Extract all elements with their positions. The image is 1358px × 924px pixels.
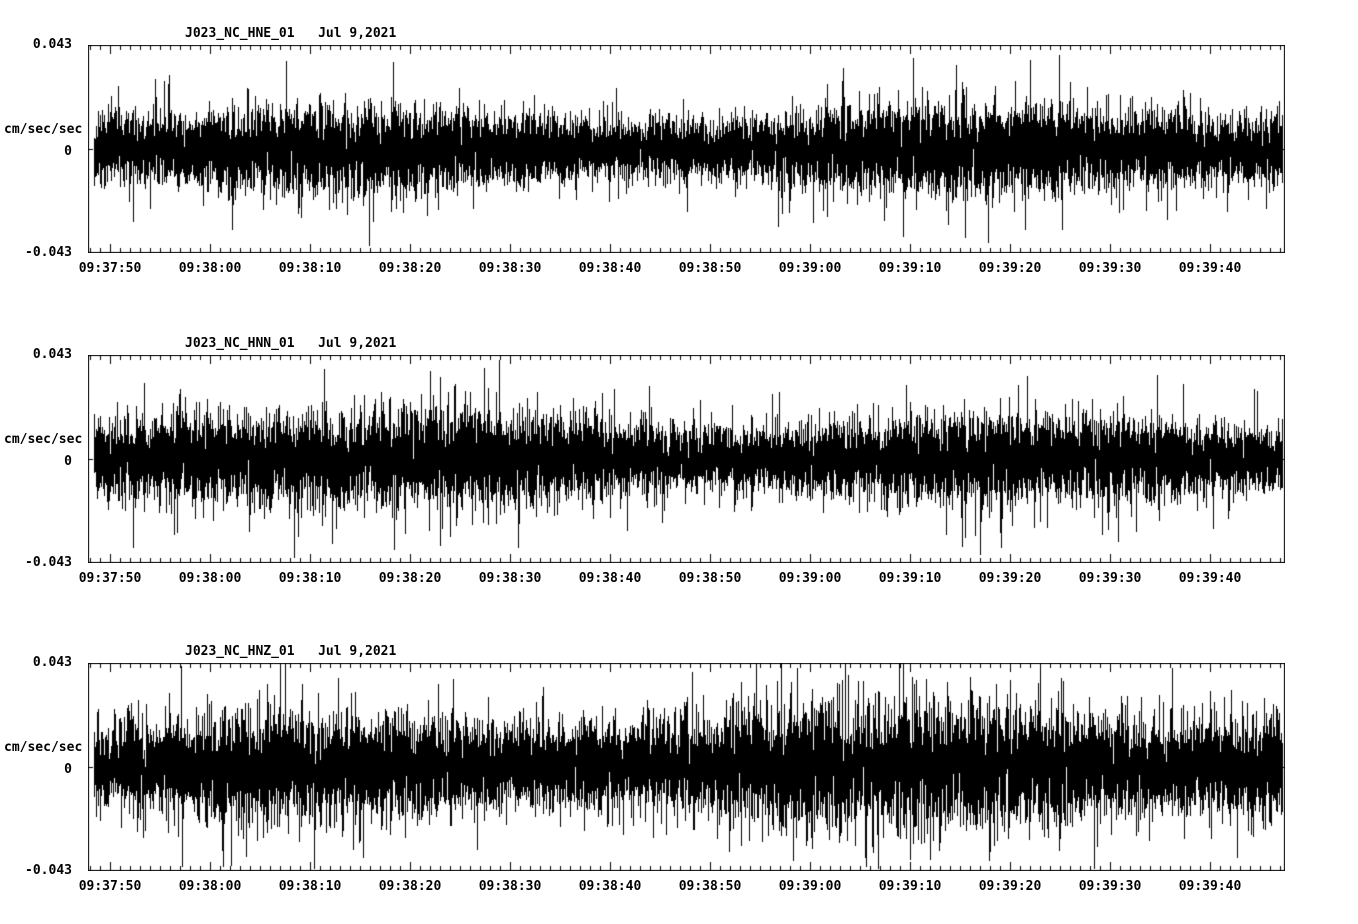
x-tick-label: 09:38:30 [478, 571, 542, 586]
x-tick-label: 09:38:20 [378, 879, 442, 894]
trace-title: J023_NC_HNE_01 Jul 9,2021 [185, 26, 396, 41]
x-tick-label: 09:39:30 [1078, 879, 1142, 894]
x-tick-label: 09:38:00 [178, 261, 242, 276]
waveform-plot [88, 45, 1285, 253]
x-tick-label: 09:38:50 [678, 879, 742, 894]
trace-date-label: Jul 9,2021 [318, 26, 397, 41]
x-tick-label: 09:39:40 [1178, 261, 1242, 276]
x-tick-label: 09:39:00 [778, 879, 842, 894]
x-tick-label: 09:38:30 [478, 261, 542, 276]
seismogram-panel-2: J023_NC_HNN_01 Jul 9,2021 0.043 cm/sec/sec… [0, 310, 1358, 618]
x-tick-label: 09:39:20 [978, 879, 1042, 894]
x-tick-label: 09:38:40 [578, 571, 642, 586]
x-tick-label: 09:37:50 [78, 571, 142, 586]
waveform-plot [88, 355, 1285, 563]
x-tick-label: 09:38:00 [178, 571, 242, 586]
trace-station-label: J023_NC_HNZ_01 [185, 644, 295, 659]
y-tick-label-min: -0.043 [25, 863, 72, 878]
x-tick-label: 09:39:20 [978, 571, 1042, 586]
y-tick-label-max: 0.043 [32, 655, 72, 670]
seismogram-panel-3: J023_NC_HNZ_01 Jul 9,2021 0.043 cm/sec/sec… [0, 618, 1358, 924]
x-tick-label: 09:38:50 [678, 571, 742, 586]
x-tick-label: 09:38:30 [478, 879, 542, 894]
x-tick-label: 09:39:40 [1178, 571, 1242, 586]
trace-title: J023_NC_HNZ_01 Jul 9,2021 [185, 644, 396, 659]
trace-title-spacer [295, 26, 318, 41]
y-tick-label-max: 0.043 [32, 347, 72, 362]
x-tick-label: 09:39:10 [878, 261, 942, 276]
trace-title: J023_NC_HNN_01 Jul 9,2021 [185, 336, 396, 351]
x-tick-label: 09:38:10 [278, 571, 342, 586]
x-tick-label: 09:37:50 [78, 879, 142, 894]
x-tick-label: 09:39:20 [978, 261, 1042, 276]
x-tick-label: 09:39:10 [878, 879, 942, 894]
x-tick-label: 09:38:10 [278, 261, 342, 276]
y-tick-label-max: 0.043 [32, 37, 72, 52]
waveform-plot [88, 663, 1285, 871]
y-axis-unit-label: cm/sec/sec [4, 740, 83, 755]
trace-station-label: J023_NC_HNN_01 [185, 336, 295, 351]
x-tick-label: 09:39:00 [778, 571, 842, 586]
y-axis-unit-label: cm/sec/sec [4, 122, 83, 137]
y-tick-label-zero: 0 [64, 454, 72, 469]
x-tick-label: 09:37:50 [78, 261, 142, 276]
x-tick-label: 09:38:00 [178, 879, 242, 894]
trace-title-spacer [295, 336, 318, 351]
y-tick-label-min: -0.043 [25, 245, 72, 260]
trace-title-spacer [295, 644, 318, 659]
x-tick-label: 09:38:40 [578, 879, 642, 894]
y-tick-label-min: -0.043 [25, 555, 72, 570]
y-axis-unit-label: cm/sec/sec [4, 432, 83, 447]
y-tick-label-zero: 0 [64, 144, 72, 159]
seismogram-panel-1: J023_NC_HNE_01 Jul 9,2021 0.043 cm/sec/sec… [0, 0, 1358, 308]
x-tick-label: 09:39:40 [1178, 879, 1242, 894]
x-tick-label: 09:38:10 [278, 879, 342, 894]
trace-date-label: Jul 9,2021 [318, 644, 397, 659]
x-tick-label: 09:39:10 [878, 571, 942, 586]
x-tick-label: 09:38:40 [578, 261, 642, 276]
x-tick-label: 09:38:20 [378, 571, 442, 586]
x-tick-label: 09:38:20 [378, 261, 442, 276]
y-tick-label-zero: 0 [64, 762, 72, 777]
x-tick-label: 09:39:30 [1078, 261, 1142, 276]
x-tick-label: 09:39:30 [1078, 571, 1142, 586]
trace-station-label: J023_NC_HNE_01 [185, 26, 295, 41]
x-tick-label: 09:38:50 [678, 261, 742, 276]
trace-date-label: Jul 9,2021 [318, 336, 397, 351]
x-tick-label: 09:39:00 [778, 261, 842, 276]
